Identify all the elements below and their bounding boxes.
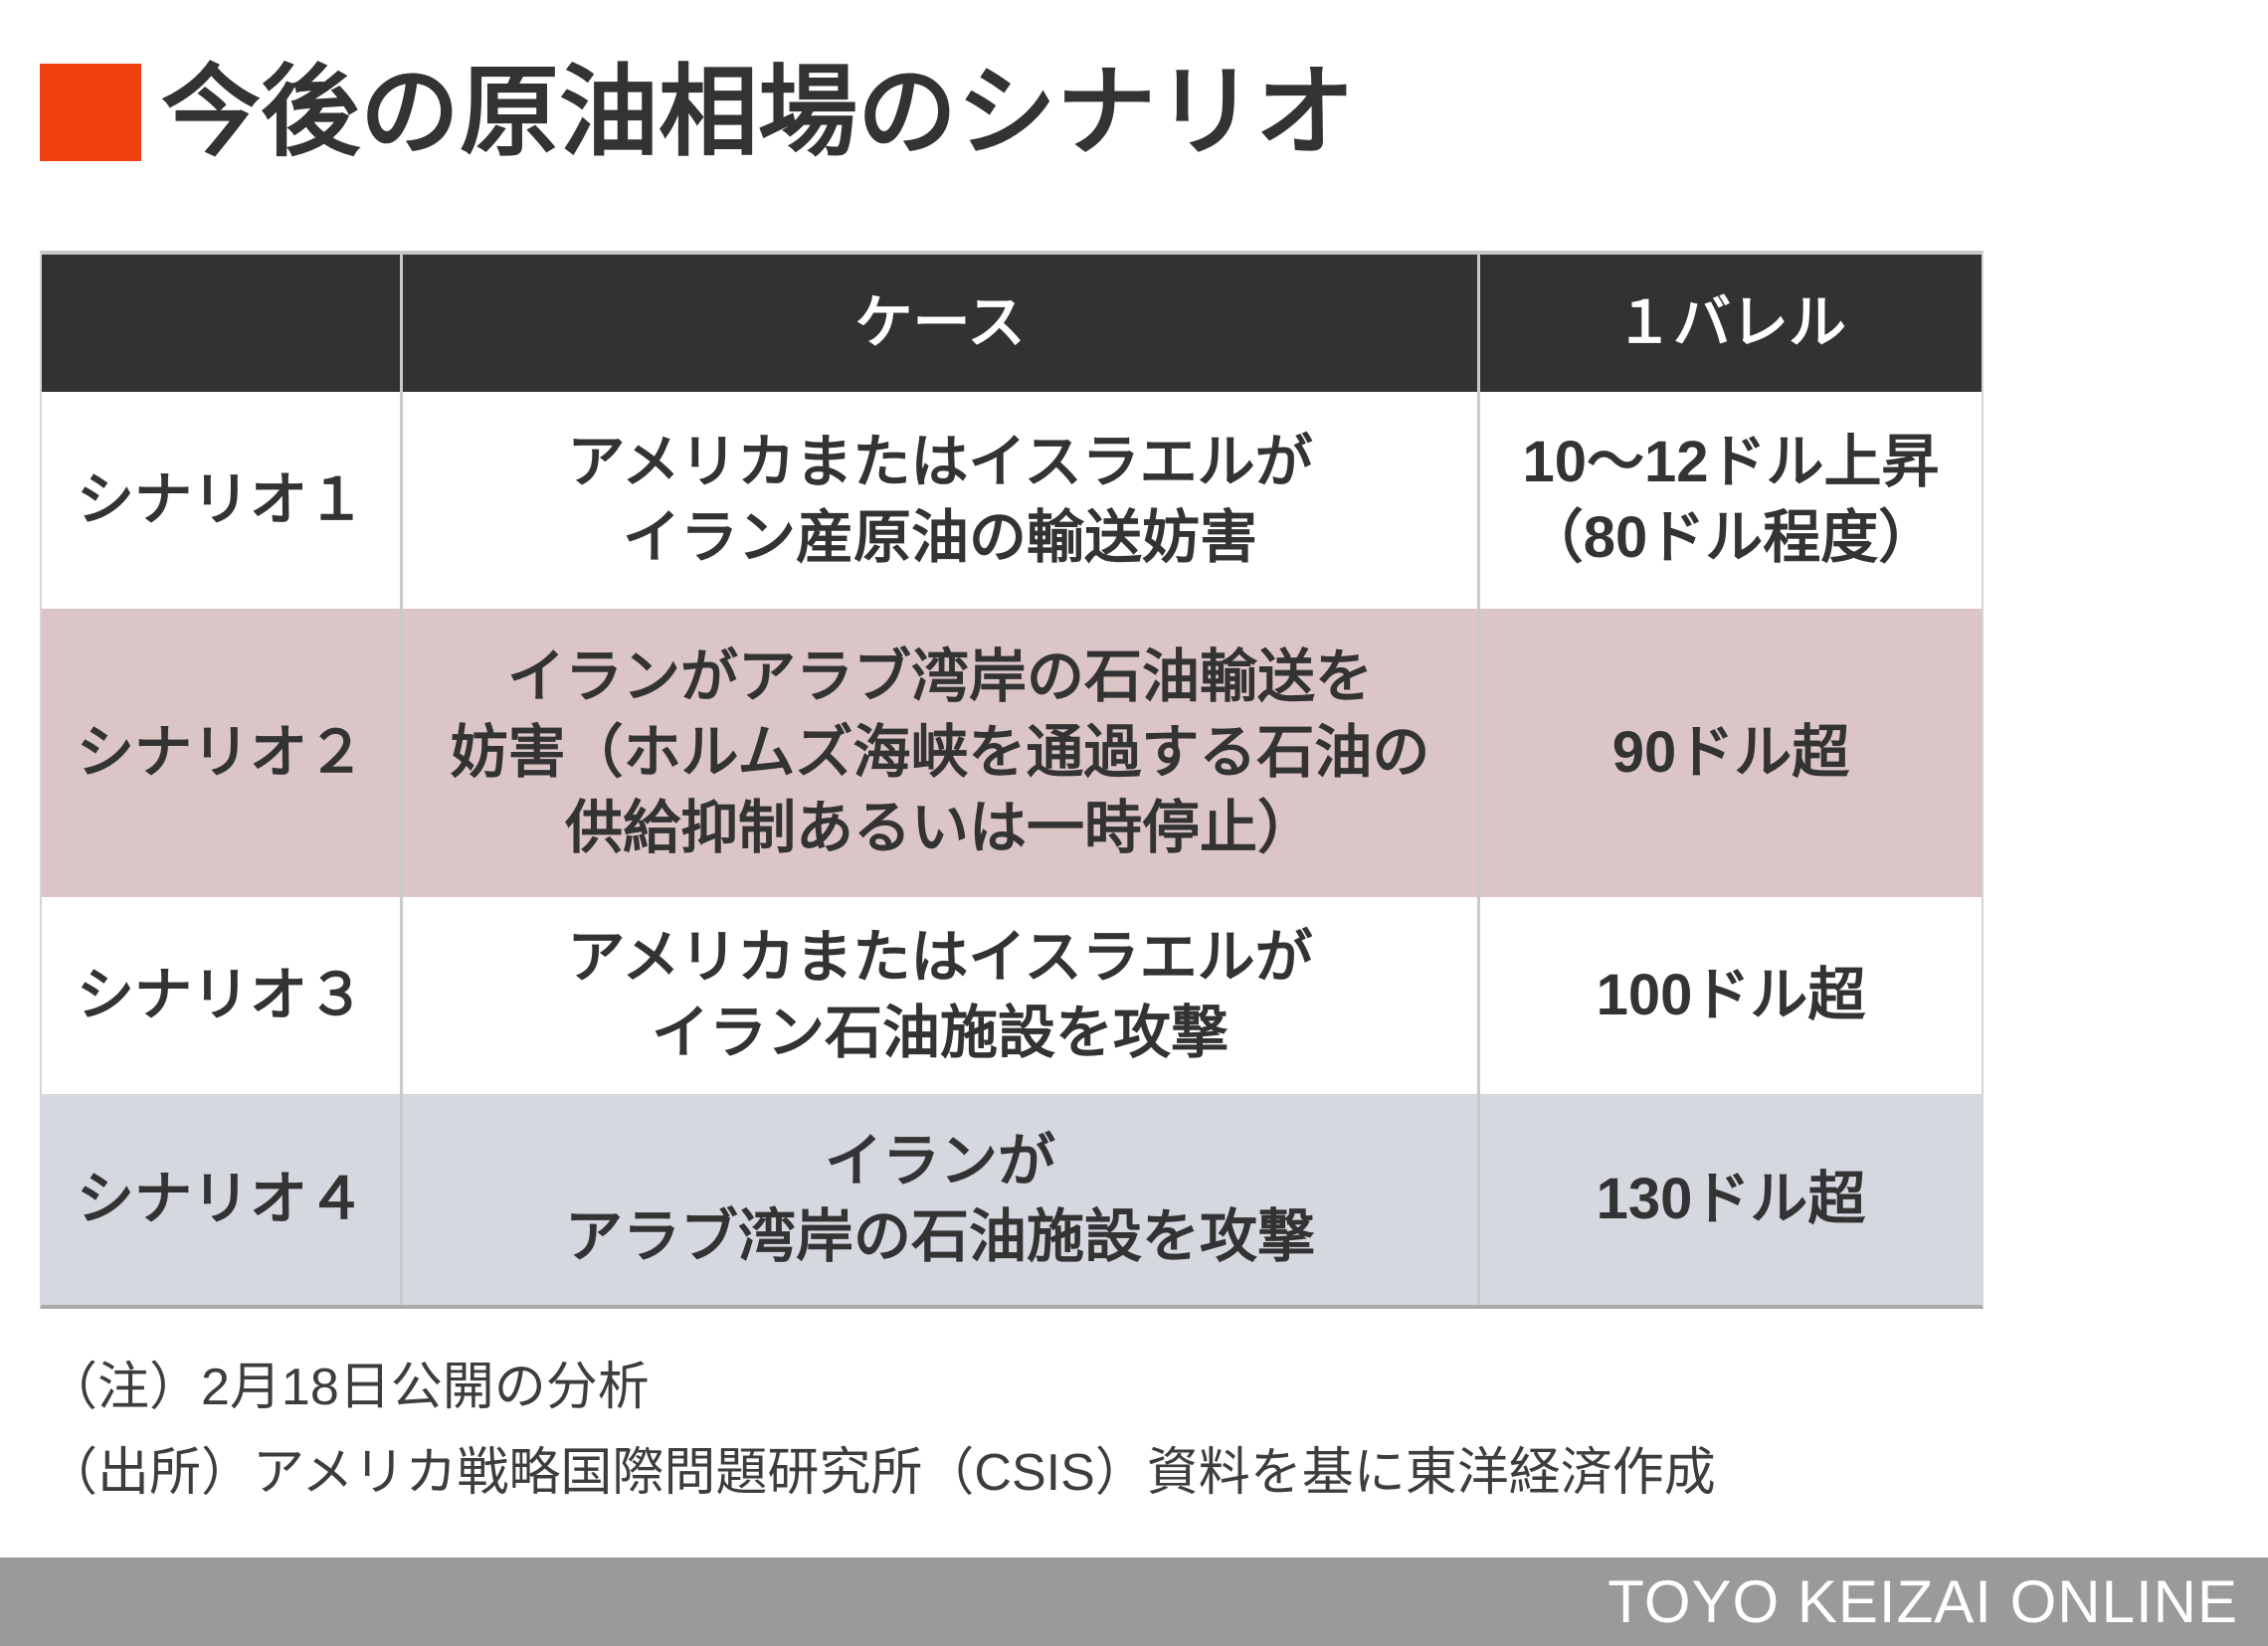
- price-cell: 90ドル超: [1480, 609, 1982, 897]
- scenario-label-cell: シナリオ４: [42, 1094, 403, 1305]
- price-cell: 100ドル超: [1480, 897, 1982, 1094]
- scenario-table: ケース １バレル シナリオ１ アメリカまたはイスラエルが イラン産原油の輸送妨害…: [40, 251, 1984, 1309]
- case-cell: イランが アラブ湾岸の石油施設を攻撃: [403, 1094, 1480, 1305]
- price-cell: 130ドル超: [1480, 1094, 1982, 1305]
- scenario-label-cell: シナリオ１: [42, 392, 403, 609]
- page-title: 今後の原油相場のシナリオ: [161, 57, 1355, 168]
- title-accent-square: [40, 64, 141, 161]
- header-cell-case: ケース: [403, 255, 1480, 392]
- notes-block: （注）2月18日公開の分析 （出所）アメリカ戦略国際問題研究所（CSIS）資料を…: [46, 1345, 1716, 1516]
- price-cell: 10～12ドル上昇 （80ドル程度）: [1480, 392, 1982, 609]
- case-cell: アメリカまたはイスラエルが イラン石油施設を攻撃: [403, 897, 1480, 1094]
- source-line: （出所）アメリカ戦略国際問題研究所（CSIS）資料を基に東洋経済作成: [46, 1444, 1716, 1502]
- footer-brand: TOYO KEIZAI ONLINE: [1607, 1568, 2238, 1635]
- header-cell-scenario: [42, 255, 403, 392]
- header-cell-price: １バレル: [1480, 255, 1982, 392]
- footer-bar: TOYO KEIZAI ONLINE: [0, 1557, 2268, 1646]
- title-row: 今後の原油相場のシナリオ: [40, 62, 1355, 163]
- scenario-label-cell: シナリオ２: [42, 609, 403, 897]
- case-cell: アメリカまたはイスラエルが イラン産原油の輸送妨害: [403, 392, 1480, 609]
- scenario-label-cell: シナリオ３: [42, 897, 403, 1094]
- note-line: （注）2月18日公開の分析: [46, 1359, 650, 1416]
- case-cell: イランがアラブ湾岸の石油輸送を 妨害（ホルムズ海峡を通過する石油の 供給抑制ある…: [403, 609, 1480, 897]
